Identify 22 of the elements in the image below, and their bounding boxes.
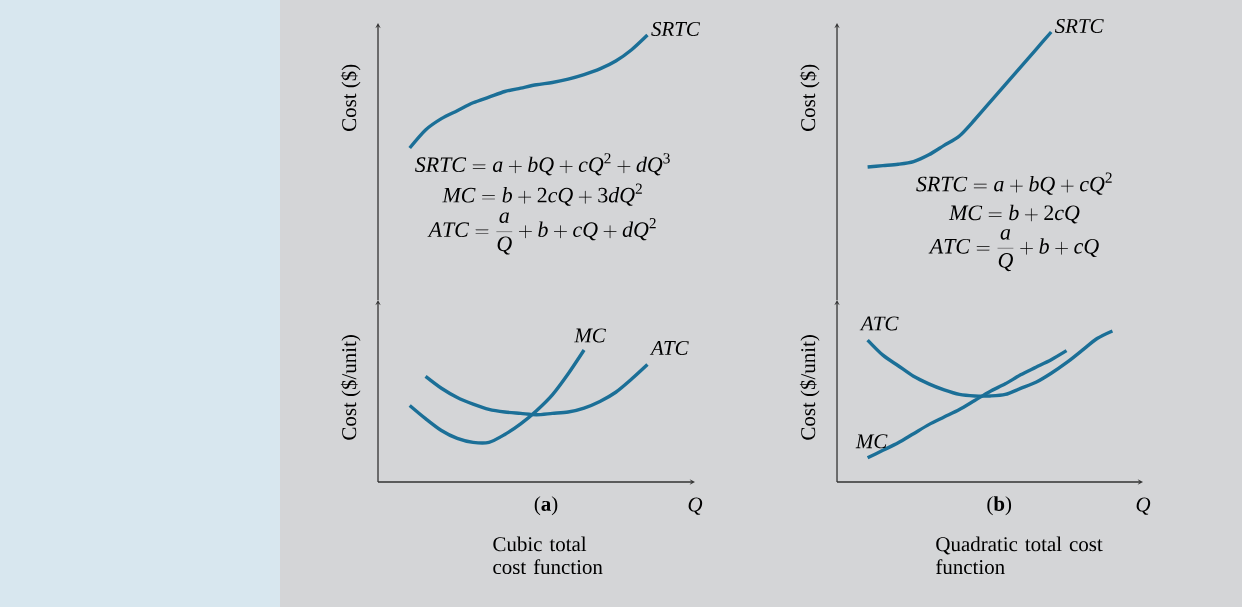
text: $ATC = \frac{a}{Q} + b + cQ$: [928, 229, 1099, 272]
text: Cubic total cost function: [493, 536, 603, 575]
y-axis-title: Cost ($): [340, 64, 361, 131]
x-axis-title: Q: [688, 497, 703, 515]
text: $SRTC = a + bQ + cQ^{2} + dQ^{3}$: [415, 153, 670, 176]
series-label: SRTC: [651, 21, 701, 37]
y-axis-title: Cost ($): [799, 64, 820, 131]
text: $MC = b + 2cQ + 3dQ^{2}$: [442, 183, 642, 206]
series-label: MC: [574, 328, 606, 343]
text: (b): [987, 496, 1012, 516]
text: (a): [534, 496, 558, 516]
series-label: ATC: [649, 340, 689, 355]
text: $ATC = \frac{a}{Q} + b + cQ + dQ^{2}$: [427, 212, 656, 255]
text: $MC = b + 2cQ$: [948, 204, 1080, 224]
series-label: SRTC: [1054, 18, 1104, 34]
x-axis-title: Q: [1136, 497, 1151, 515]
series-label: MC: [855, 434, 888, 449]
y-axis-title: Cost ($/unit): [340, 335, 361, 440]
text: Quadratic total cost function: [936, 536, 1103, 575]
y-axis-title: Cost ($/unit): [799, 335, 820, 440]
text: $SRTC = a + bQ + cQ^{2}$: [916, 172, 1112, 195]
series-label: ATC: [859, 316, 899, 331]
